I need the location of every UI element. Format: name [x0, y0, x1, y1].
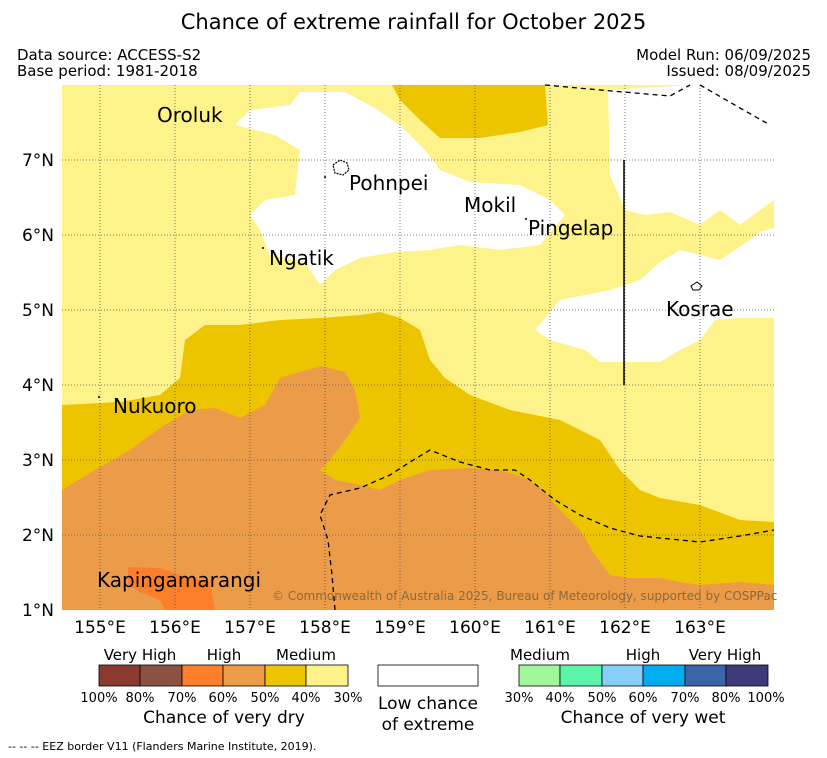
- island-dot: [98, 396, 100, 398]
- y-tick: 6°N: [22, 226, 54, 246]
- x-tick: 158°E: [299, 618, 351, 638]
- y-tick: 5°N: [22, 301, 54, 321]
- map-title: Chance of extreme rainfall for October 2…: [180, 10, 647, 34]
- y-tick: 4°N: [22, 376, 54, 396]
- island-dot: [324, 176, 326, 178]
- island-dot: [525, 218, 527, 220]
- legend-swatch: [305, 664, 349, 687]
- meta-left: Data source: ACCESS-S2 Base period: 1981…: [17, 47, 201, 79]
- legend-swatch: [222, 664, 266, 687]
- label-kapingamarangi: Kapingamarangi: [97, 568, 261, 592]
- legend-pct: 60%: [209, 691, 238, 706]
- legend-swatch: [264, 664, 307, 687]
- legend-dry-title: Chance of very dry: [143, 708, 305, 728]
- base-period: Base period: 1981-2018: [17, 62, 198, 80]
- kosrae-island: [690, 281, 703, 291]
- legend-pct: 100%: [747, 691, 784, 706]
- legend-wet-header: Very High: [689, 646, 762, 664]
- legend-swatch: [139, 664, 183, 687]
- legend-swatch: [725, 664, 769, 687]
- eez-footnote: -- -- -- EEZ border V11 (Flanders Marine…: [8, 740, 317, 753]
- island-dot: [262, 247, 264, 249]
- label-pingelap: Pingelap: [528, 216, 613, 240]
- y-tick: 1°N: [22, 601, 54, 621]
- legend-pct: 60%: [629, 691, 658, 706]
- legend-swatch: [98, 664, 141, 687]
- legend-pct: 70%: [671, 691, 700, 706]
- zone-medium-dry-top: [392, 85, 548, 138]
- x-tick: 157°E: [224, 618, 276, 638]
- legend-dry: Very High High Medium 100% 80% 70% 60% 5…: [80, 646, 362, 728]
- y-tick: 2°N: [22, 526, 54, 546]
- legend-low-line1: Low chance: [378, 694, 478, 714]
- label-oroluk: Oroluk: [157, 103, 223, 127]
- label-kosrae: Kosrae: [666, 297, 734, 321]
- x-tick: 162°E: [599, 618, 651, 638]
- x-tick: 163°E: [674, 618, 726, 638]
- rainfall-map: Oroluk Pohnpei Mokil Pingelap Ngatik Kos…: [22, 84, 785, 735]
- legend-pct: 30%: [505, 691, 534, 706]
- zone-high-dry: [62, 366, 774, 610]
- legend-low: Low chance of extreme: [377, 664, 479, 735]
- legend-pct: 80%: [126, 691, 155, 706]
- eez-border: [319, 84, 775, 611]
- y-axis-labels: 7°N 6°N 5°N 4°N 3°N 2°N 1°N: [22, 151, 54, 621]
- label-pohnpei: Pohnpei: [349, 171, 429, 195]
- issued-date: Issued: 08/09/2025: [666, 62, 811, 80]
- legend-wet-title: Chance of very wet: [561, 708, 726, 728]
- pohnpei-island: [332, 159, 350, 176]
- legend-swatch: [518, 664, 561, 687]
- legend-swatch-low: [377, 664, 479, 687]
- legend-swatch: [642, 664, 686, 687]
- x-tick: 155°E: [74, 618, 126, 638]
- y-tick: 7°N: [22, 151, 54, 171]
- x-tick: 156°E: [149, 618, 201, 638]
- legend-dry-header: Very High: [104, 646, 177, 664]
- legend-swatch: [601, 664, 644, 687]
- legend-dry-header: Medium: [276, 646, 336, 664]
- label-ngatik: Ngatik: [269, 246, 334, 270]
- label-nukuoro: Nukuoro: [113, 394, 197, 418]
- legend-wet-header: High: [626, 646, 660, 664]
- legend-swatch: [559, 664, 603, 687]
- x-tick: 161°E: [524, 618, 576, 638]
- map-shading: [62, 85, 774, 610]
- copyright-text: © Commonwealth of Australia 2025, Bureau…: [272, 589, 777, 603]
- legend-pct: 70%: [168, 691, 197, 706]
- legend-dry-header: High: [207, 646, 241, 664]
- legend-pct: 50%: [251, 691, 280, 706]
- legend-pct: 50%: [588, 691, 617, 706]
- label-mokil: Mokil: [464, 193, 516, 217]
- legend-pct: 40%: [546, 691, 575, 706]
- legend-swatch: [684, 664, 727, 687]
- gridlines: [62, 85, 774, 610]
- zone-low-chance-pohnpei: [235, 92, 565, 285]
- y-tick: 3°N: [22, 451, 54, 471]
- legend-wet: Medium High Very High 30% 40% 50% 60% 70…: [505, 646, 785, 728]
- x-axis-labels: 155°E 156°E 157°E 158°E 159°E 160°E 161°…: [74, 618, 726, 638]
- zone-low-chance-northeast: [608, 85, 774, 225]
- legend-wet-header: Medium: [510, 646, 570, 664]
- x-tick: 159°E: [374, 618, 426, 638]
- model-run: Model Run: 06/09/2025: [636, 46, 811, 64]
- data-source: Data source: ACCESS-S2: [17, 46, 202, 64]
- legend-pct: 100%: [80, 691, 117, 706]
- x-tick: 160°E: [449, 618, 501, 638]
- legend-pct: 40%: [292, 691, 321, 706]
- zone-high-dry-dark: [128, 567, 215, 610]
- legend-swatch: [181, 664, 224, 687]
- legend-low-line2: of extreme: [382, 715, 475, 735]
- legend-pct: 80%: [712, 691, 741, 706]
- meta-right: Model Run: 06/09/2025 Issued: 08/09/2025: [636, 47, 811, 79]
- zone-low-chance-kosrae: [535, 228, 774, 362]
- legend-pct: 30%: [334, 691, 363, 706]
